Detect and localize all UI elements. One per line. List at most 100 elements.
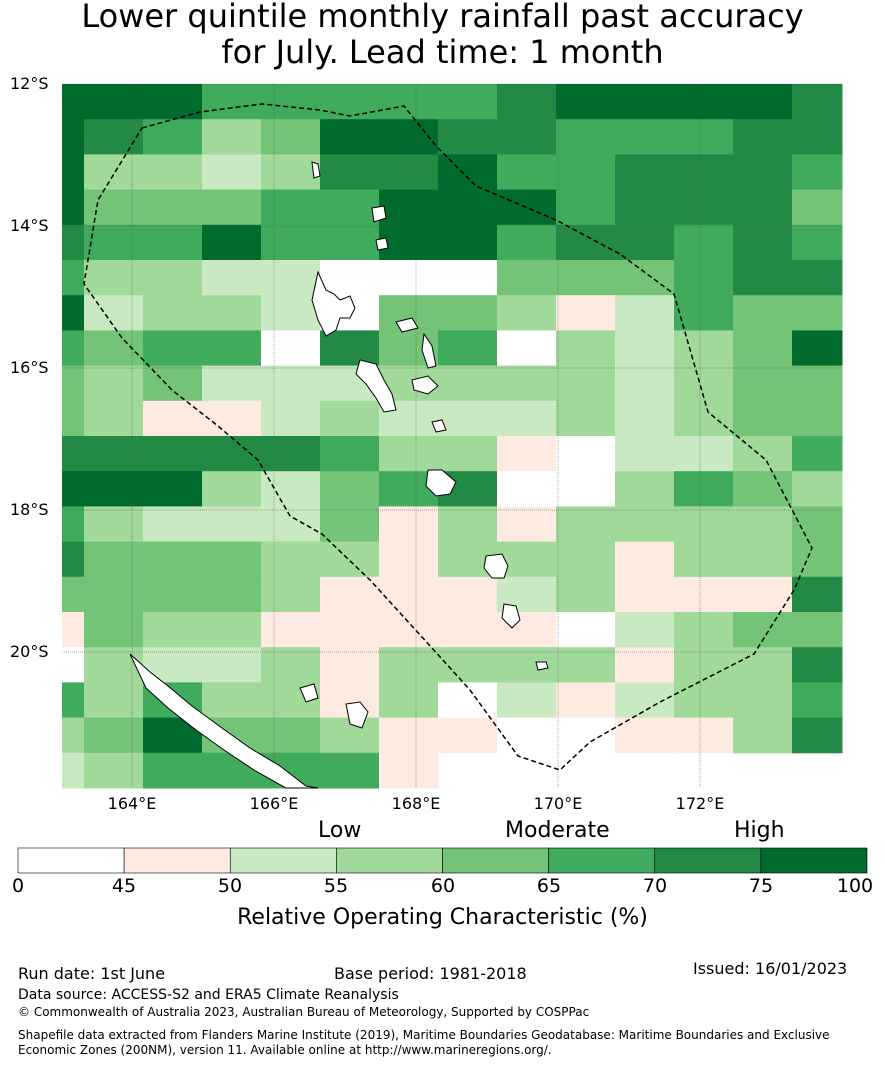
grid-cell (379, 718, 439, 754)
grid-cell (202, 682, 262, 718)
grid-cell (497, 471, 557, 507)
grid-cell (438, 401, 498, 437)
grid-cell (84, 471, 144, 507)
category-moderate: Moderate (505, 818, 610, 843)
lat-label-14s: 14°S (10, 216, 49, 235)
grid-cell (379, 612, 439, 648)
grid-cell (674, 682, 734, 718)
grid-cell (438, 154, 498, 190)
grid-cell (733, 612, 793, 648)
grid-cell (438, 612, 498, 648)
grid-cell (733, 366, 793, 402)
lon-label-164e: 164°E (92, 794, 172, 813)
grid-cell (261, 119, 321, 155)
grid-cell (62, 471, 85, 507)
grid-cell (615, 612, 675, 648)
grid-cell (733, 295, 793, 331)
grid-cell (202, 471, 262, 507)
grid-cell (261, 506, 321, 542)
grid-cell (84, 119, 144, 155)
grid-cell (84, 260, 144, 296)
data-source: Data source: ACCESS-S2 and ERA5 Climate … (18, 987, 399, 1003)
grid-cell (379, 542, 439, 578)
grid-cell (379, 682, 439, 718)
grid-cell (674, 436, 734, 472)
grid-cell (320, 647, 380, 683)
grid-cell (438, 682, 498, 718)
grid-cell (438, 506, 498, 542)
grid-cell (497, 401, 557, 437)
grid-cell (497, 436, 557, 472)
grid-cell (62, 718, 85, 754)
grid-cell (261, 225, 321, 261)
grid-cell (202, 260, 262, 296)
grid-cell (615, 225, 675, 261)
grid-cell (143, 471, 203, 507)
grid-cell (379, 577, 439, 613)
grid-cell (320, 401, 380, 437)
grid-cell (792, 682, 843, 718)
colorbar (18, 848, 867, 873)
grid-cell (84, 295, 144, 331)
grid-cell (792, 330, 843, 366)
category-low: Low (318, 818, 361, 843)
grid-cell (379, 436, 439, 472)
grid-cell (143, 84, 203, 120)
copyright-notice: © Commonwealth of Australia 2023, Austra… (18, 1005, 589, 1019)
grid-cell (261, 190, 321, 226)
grid-cell (62, 506, 85, 542)
grid-cell (62, 401, 85, 437)
base-period: Base period: 1981-2018 (334, 964, 527, 983)
grid-cell (674, 330, 734, 366)
grid-cell (497, 682, 557, 718)
grid-cell (733, 506, 793, 542)
shapefile-credit-line-2: Economic Zones (200NM), version 11. Avai… (18, 1043, 552, 1057)
grid-cell (556, 682, 616, 718)
grid-cell (674, 154, 734, 190)
grid-cell (674, 612, 734, 648)
grid-cell (556, 330, 616, 366)
colorbar-tick-100: 100 (825, 875, 885, 897)
grid-cell (497, 154, 557, 190)
grid-cell (84, 577, 144, 613)
grid-cell (261, 647, 321, 683)
colorbar-swatch (124, 848, 230, 873)
grid-cell (792, 471, 843, 507)
rainfall-accuracy-grid (62, 84, 843, 789)
grid-cell (615, 542, 675, 578)
grid-cell (202, 84, 262, 120)
grid-cell (202, 577, 262, 613)
grid-cell (261, 401, 321, 437)
grid-cell (792, 506, 843, 542)
grid-cell (84, 612, 144, 648)
grid-cell (84, 753, 144, 789)
grid-cell (674, 647, 734, 683)
grid-cell (261, 330, 321, 366)
grid-cell (438, 84, 498, 120)
grid-cell (84, 401, 144, 437)
grid-cell (202, 612, 262, 648)
grid-cell (62, 366, 85, 402)
grid-cell (438, 190, 498, 226)
grid-cell (556, 506, 616, 542)
grid-cell (674, 119, 734, 155)
lon-label-172e: 172°E (660, 794, 740, 813)
grid-cell (556, 542, 616, 578)
colorbar-tick-70: 70 (625, 875, 685, 897)
grid-cell (62, 295, 85, 331)
grid-cell (143, 190, 203, 226)
grid-cell (202, 295, 262, 331)
grid-cell (615, 471, 675, 507)
colorbar-swatch (230, 848, 336, 873)
grid-cell (202, 154, 262, 190)
grid-cell (320, 436, 380, 472)
grid-cell (320, 154, 380, 190)
grid-cell (792, 401, 843, 437)
lat-label-12s: 12°S (10, 74, 49, 93)
grid-cell (674, 260, 734, 296)
grid-cell (62, 190, 85, 226)
grid-cell (556, 260, 616, 296)
grid-cell (261, 542, 321, 578)
grid-cell (143, 753, 203, 789)
grid-cell (497, 506, 557, 542)
